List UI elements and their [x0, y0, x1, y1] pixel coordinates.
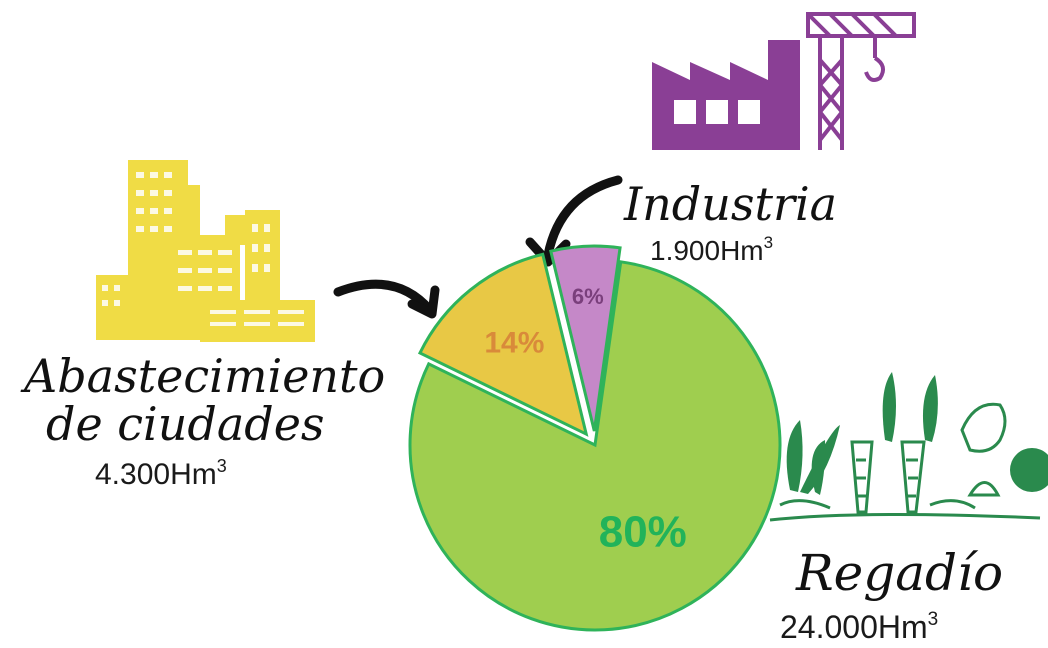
label-industria: Industria 1.900Hm3 — [623, 177, 837, 266]
slice-volume-abastecimiento: 4.300Hm3 — [95, 456, 227, 491]
pie-chart: 80% 14% 6% — [408, 244, 782, 632]
label-regadio: Regadío 24.000Hm3 — [780, 544, 1003, 645]
factory-crane-icon — [652, 12, 916, 150]
pie-label-regadio: 80% — [599, 507, 687, 556]
pie-slice-industria — [549, 244, 622, 432]
pie-slice-abastecimiento — [417, 252, 589, 437]
slice-name-abastecimiento-line2: de ciudades — [46, 397, 325, 451]
pie-label-industria: 6% — [572, 284, 604, 309]
slice-name-industria: Industria — [623, 177, 837, 231]
city-buildings-icon — [96, 160, 315, 342]
slice-volume-industria: 1.900Hm3 — [650, 233, 773, 266]
slice-name-abastecimiento-line1: Abastecimiento — [20, 349, 385, 403]
vegetables-icon — [769, 372, 1048, 522]
pie-slice-regadio — [408, 260, 782, 632]
label-abastecimiento: Abastecimiento de ciudades 4.300Hm3 — [20, 349, 385, 491]
slice-volume-regadio: 24.000Hm3 — [780, 609, 938, 645]
pie-label-abastecimiento: 14% — [484, 327, 544, 360]
slice-name-regadio: Regadío — [795, 544, 1003, 602]
